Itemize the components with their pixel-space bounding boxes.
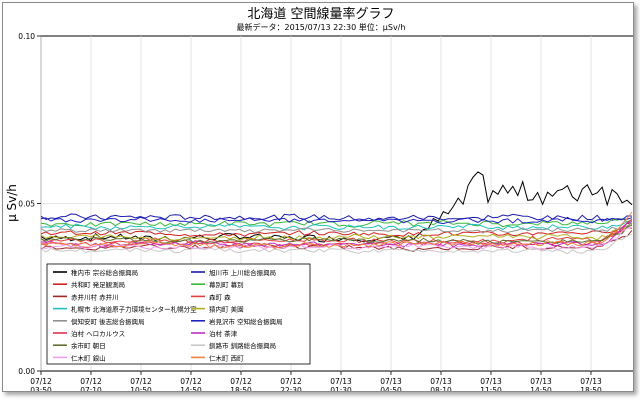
- series-line: [40, 218, 633, 228]
- legend-label: 赤井川村 赤井川: [71, 292, 119, 301]
- chart-frame: 北海道 空間線量率グラフ 最新データ：2015/07/13 22:30 単位：μ…: [2, 2, 634, 392]
- x-tick-date-label: 07/12: [80, 377, 102, 386]
- x-tick-date-label: 07/12: [180, 377, 202, 386]
- legend-label: 泊村 ヘロカルウス: [71, 329, 125, 338]
- x-tick-time-label: 14:50: [530, 386, 552, 391]
- series-line: [40, 227, 633, 244]
- series-line: [40, 213, 633, 222]
- x-tick-date-label: 07/12: [280, 377, 302, 386]
- legend-label: 稚内市 宗谷総合振興局: [71, 268, 138, 277]
- x-tick-date-label: 07/12: [130, 377, 152, 386]
- x-tick-time-label: 03:50: [30, 386, 52, 391]
- x-tick-time-label: 01:30: [330, 386, 352, 391]
- legend-label: 幕別町 幕別: [209, 280, 244, 289]
- x-tick-date-label: 07/13: [530, 377, 552, 386]
- legend-label: 泊村 茶津: [209, 329, 238, 338]
- x-tick-time-label: 08:10: [430, 386, 452, 391]
- legend-label: 旭川市 上川総合振興局: [209, 268, 276, 277]
- legend-label: 札幌市 北海道原子力環境センター札幌分室: [71, 305, 197, 314]
- series-line: [40, 215, 633, 225]
- x-tick-time-label: 07:10: [80, 386, 102, 391]
- chart-subtitle: 最新データ：2015/07/13 22:30 単位：μSv/h: [237, 22, 406, 32]
- legend-label: 共和町 発足観測局: [71, 280, 125, 289]
- legend-label: 釧路市 釧路総合振興局: [209, 341, 276, 350]
- x-tick-time-label: 14:50: [180, 386, 202, 391]
- legend-label: 倶知安町 後志総合振興局: [71, 317, 145, 326]
- x-tick-date-label: 07/13: [480, 377, 502, 386]
- x-tick-time-label: 04:50: [380, 386, 402, 391]
- x-tick-time-label: 18:50: [230, 386, 252, 391]
- y-tick-label: 0.10: [18, 32, 35, 41]
- series-line: [40, 222, 633, 241]
- series-line: [40, 211, 633, 249]
- x-tick-date-label: 07/12: [30, 377, 52, 386]
- x-tick-date-label: 07/13: [580, 377, 602, 386]
- y-tick-label: 0.00: [18, 367, 35, 376]
- legend-label: 仁木町 銀山: [71, 353, 106, 362]
- plot-area: 07/1203:5007/1207:1007/1210:5007/1214:50…: [18, 32, 633, 391]
- x-tick-date-label: 07/13: [330, 377, 352, 386]
- x-tick-date-label: 07/12: [230, 377, 252, 386]
- x-tick-time-label: 18:50: [580, 386, 602, 391]
- y-axis-label: μ Sv/h: [5, 184, 19, 222]
- x-tick-time-label: 22:30: [280, 386, 302, 391]
- chart-svg: 北海道 空間線量率グラフ 最新データ：2015/07/13 22:30 単位：μ…: [5, 6, 633, 391]
- x-tick-time-label: 10:50: [130, 386, 152, 391]
- x-tick-date-label: 07/13: [430, 377, 452, 386]
- x-tick-time-label: 11:50: [480, 386, 502, 391]
- legend-label: 森町 森: [209, 292, 231, 301]
- series-line: [40, 224, 633, 245]
- series-line: [40, 233, 633, 255]
- legend-label: 猿内町 美園: [209, 305, 244, 314]
- legend-label: 仁木町 西町: [209, 353, 244, 362]
- legend-box: [46, 263, 311, 365]
- series-line: [40, 222, 633, 237]
- legend-label: 余市町 朝日: [71, 341, 106, 350]
- series-line: [40, 222, 633, 234]
- series-line: [40, 220, 633, 231]
- y-tick-label: 0.05: [18, 200, 35, 209]
- chart-title: 北海道 空間線量率グラフ: [247, 6, 394, 22]
- legend-label: 岩見沢市 空知総合振興局: [209, 317, 283, 326]
- x-tick-date-label: 07/13: [380, 377, 402, 386]
